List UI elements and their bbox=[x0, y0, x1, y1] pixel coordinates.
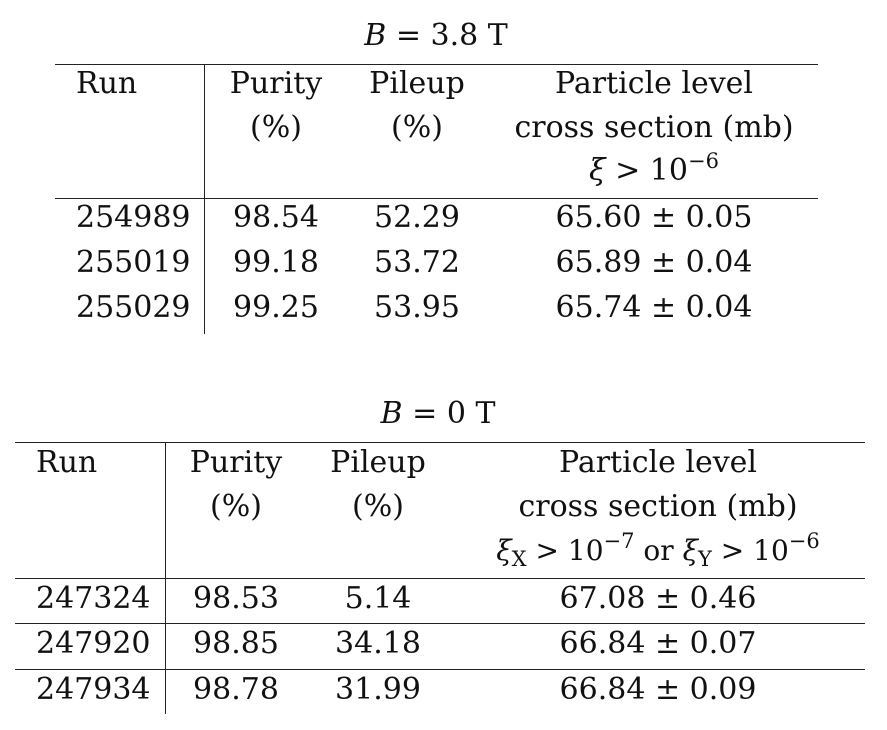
table-1-top-rule bbox=[55, 64, 818, 65]
pileup-value: 53.95 bbox=[374, 290, 460, 325]
pileup-value: 5.14 bbox=[344, 581, 412, 616]
run-number: 255019 bbox=[76, 245, 191, 280]
table-1-header-pileup: Pileup bbox=[369, 66, 465, 101]
table-1-header-rule bbox=[55, 198, 818, 199]
table-1-caption: B = 3.8 T bbox=[364, 18, 508, 53]
table-2-header-purity: Purity bbox=[189, 445, 283, 480]
table-2-header-xs-line2: cross section (mb) bbox=[518, 489, 798, 524]
table-2-top-rule bbox=[15, 442, 865, 443]
purity-value: 98.85 bbox=[193, 626, 279, 661]
run-number: 247324 bbox=[36, 581, 151, 616]
cross-section-value: 65.60 ± 0.05 bbox=[555, 200, 753, 235]
table-2-header-xi-cut: ξX > 10−7 or ξY > 10−6 bbox=[496, 529, 820, 571]
purity-value: 98.53 bbox=[193, 581, 279, 616]
table-1-header-xs-line1: Particle level bbox=[554, 66, 754, 101]
table-1-header-purity-unit: (%) bbox=[250, 110, 302, 145]
purity-value: 98.54 bbox=[233, 200, 319, 235]
table-1-header-run: Run bbox=[76, 66, 138, 101]
table-2-header-rule bbox=[15, 578, 865, 579]
cross-section-value: 67.08 ± 0.46 bbox=[559, 581, 757, 616]
cross-section-value: 66.84 ± 0.09 bbox=[559, 672, 757, 707]
table-1-column-divider bbox=[204, 64, 205, 334]
pileup-value: 34.18 bbox=[335, 626, 421, 661]
pileup-value: 53.72 bbox=[374, 245, 460, 280]
cross-section-value: 65.89 ± 0.04 bbox=[555, 245, 753, 280]
table-2-header-pileup: Pileup bbox=[330, 445, 426, 480]
run-number: 247920 bbox=[36, 626, 151, 661]
table-2-header-xs-line1: Particle level bbox=[558, 445, 758, 480]
table-2-row-rule bbox=[15, 623, 865, 624]
cross-section-value: 65.74 ± 0.04 bbox=[555, 290, 753, 325]
table-1-header-xi-cut: ξ > 10−6 bbox=[589, 149, 719, 189]
pileup-value: 52.29 bbox=[374, 200, 460, 235]
purity-value: 99.25 bbox=[233, 290, 319, 325]
run-number: 247934 bbox=[36, 672, 151, 707]
table-2-header-purity-unit: (%) bbox=[210, 489, 262, 524]
run-number: 254989 bbox=[76, 200, 191, 235]
pileup-value: 31.99 bbox=[335, 672, 421, 707]
table-1-header-purity: Purity bbox=[229, 66, 323, 101]
run-number: 255029 bbox=[76, 290, 191, 325]
table-1-header-xs-line2: cross section (mb) bbox=[514, 110, 794, 145]
table-2-row-rule bbox=[15, 669, 865, 670]
cross-section-value: 66.84 ± 0.07 bbox=[559, 626, 757, 661]
purity-value: 99.18 bbox=[233, 245, 319, 280]
purity-value: 98.78 bbox=[193, 672, 279, 707]
table-2-header-pileup-unit: (%) bbox=[352, 489, 404, 524]
table-1-header-pileup-unit: (%) bbox=[391, 110, 443, 145]
table-2-header-run: Run bbox=[36, 445, 98, 480]
table-2-caption: B = 0 T bbox=[380, 396, 496, 431]
